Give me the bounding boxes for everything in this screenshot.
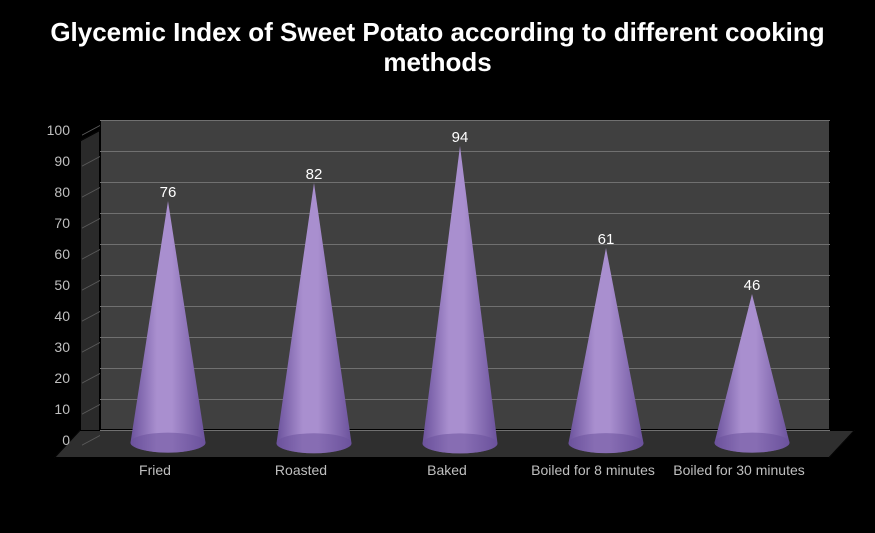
x-tick-label: Fried [85,462,225,479]
y-tick-label: 10 [20,401,70,417]
y-tick-label: 60 [20,246,70,262]
cone-icon [126,199,211,455]
value-label: 82 [306,166,323,183]
side-wall [80,130,100,451]
cone-bar: 76 [108,179,228,455]
value-label: 61 [598,231,615,248]
chart-area: 0 10 20 30 40 50 60 70 80 90 100 76 82 94 61 46 Fried R… [20,120,855,500]
cone-bar: 46 [692,272,812,455]
y-tick-label: 50 [20,277,70,293]
value-label: 46 [744,277,761,294]
cone-icon [418,144,503,455]
cone-icon [710,292,795,455]
y-tick-label: 90 [20,153,70,169]
chart-title: Glycemic Index of Sweet Potato according… [0,0,875,88]
y-tick-label: 80 [20,184,70,200]
y-tick-label: 0 [20,432,70,448]
y-tick-label: 70 [20,215,70,231]
x-tick-label: Boiled for 8 minutes [523,462,663,479]
y-tick-label: 40 [20,308,70,324]
cone-bar: 61 [546,226,666,455]
cone-icon [564,246,649,455]
x-tick-label: Roasted [231,462,371,479]
gridline [100,120,830,121]
y-tick-label: 100 [20,122,70,138]
cone-bar: 94 [400,124,520,455]
cone-bar: 82 [254,161,374,455]
y-tick-label: 30 [20,339,70,355]
x-tick-label: Boiled for 30 minutes [669,462,809,479]
value-label: 94 [452,129,469,146]
y-tick-label: 20 [20,370,70,386]
value-label: 76 [160,184,177,201]
x-tick-label: Baked [377,462,517,479]
cone-icon [272,181,357,455]
